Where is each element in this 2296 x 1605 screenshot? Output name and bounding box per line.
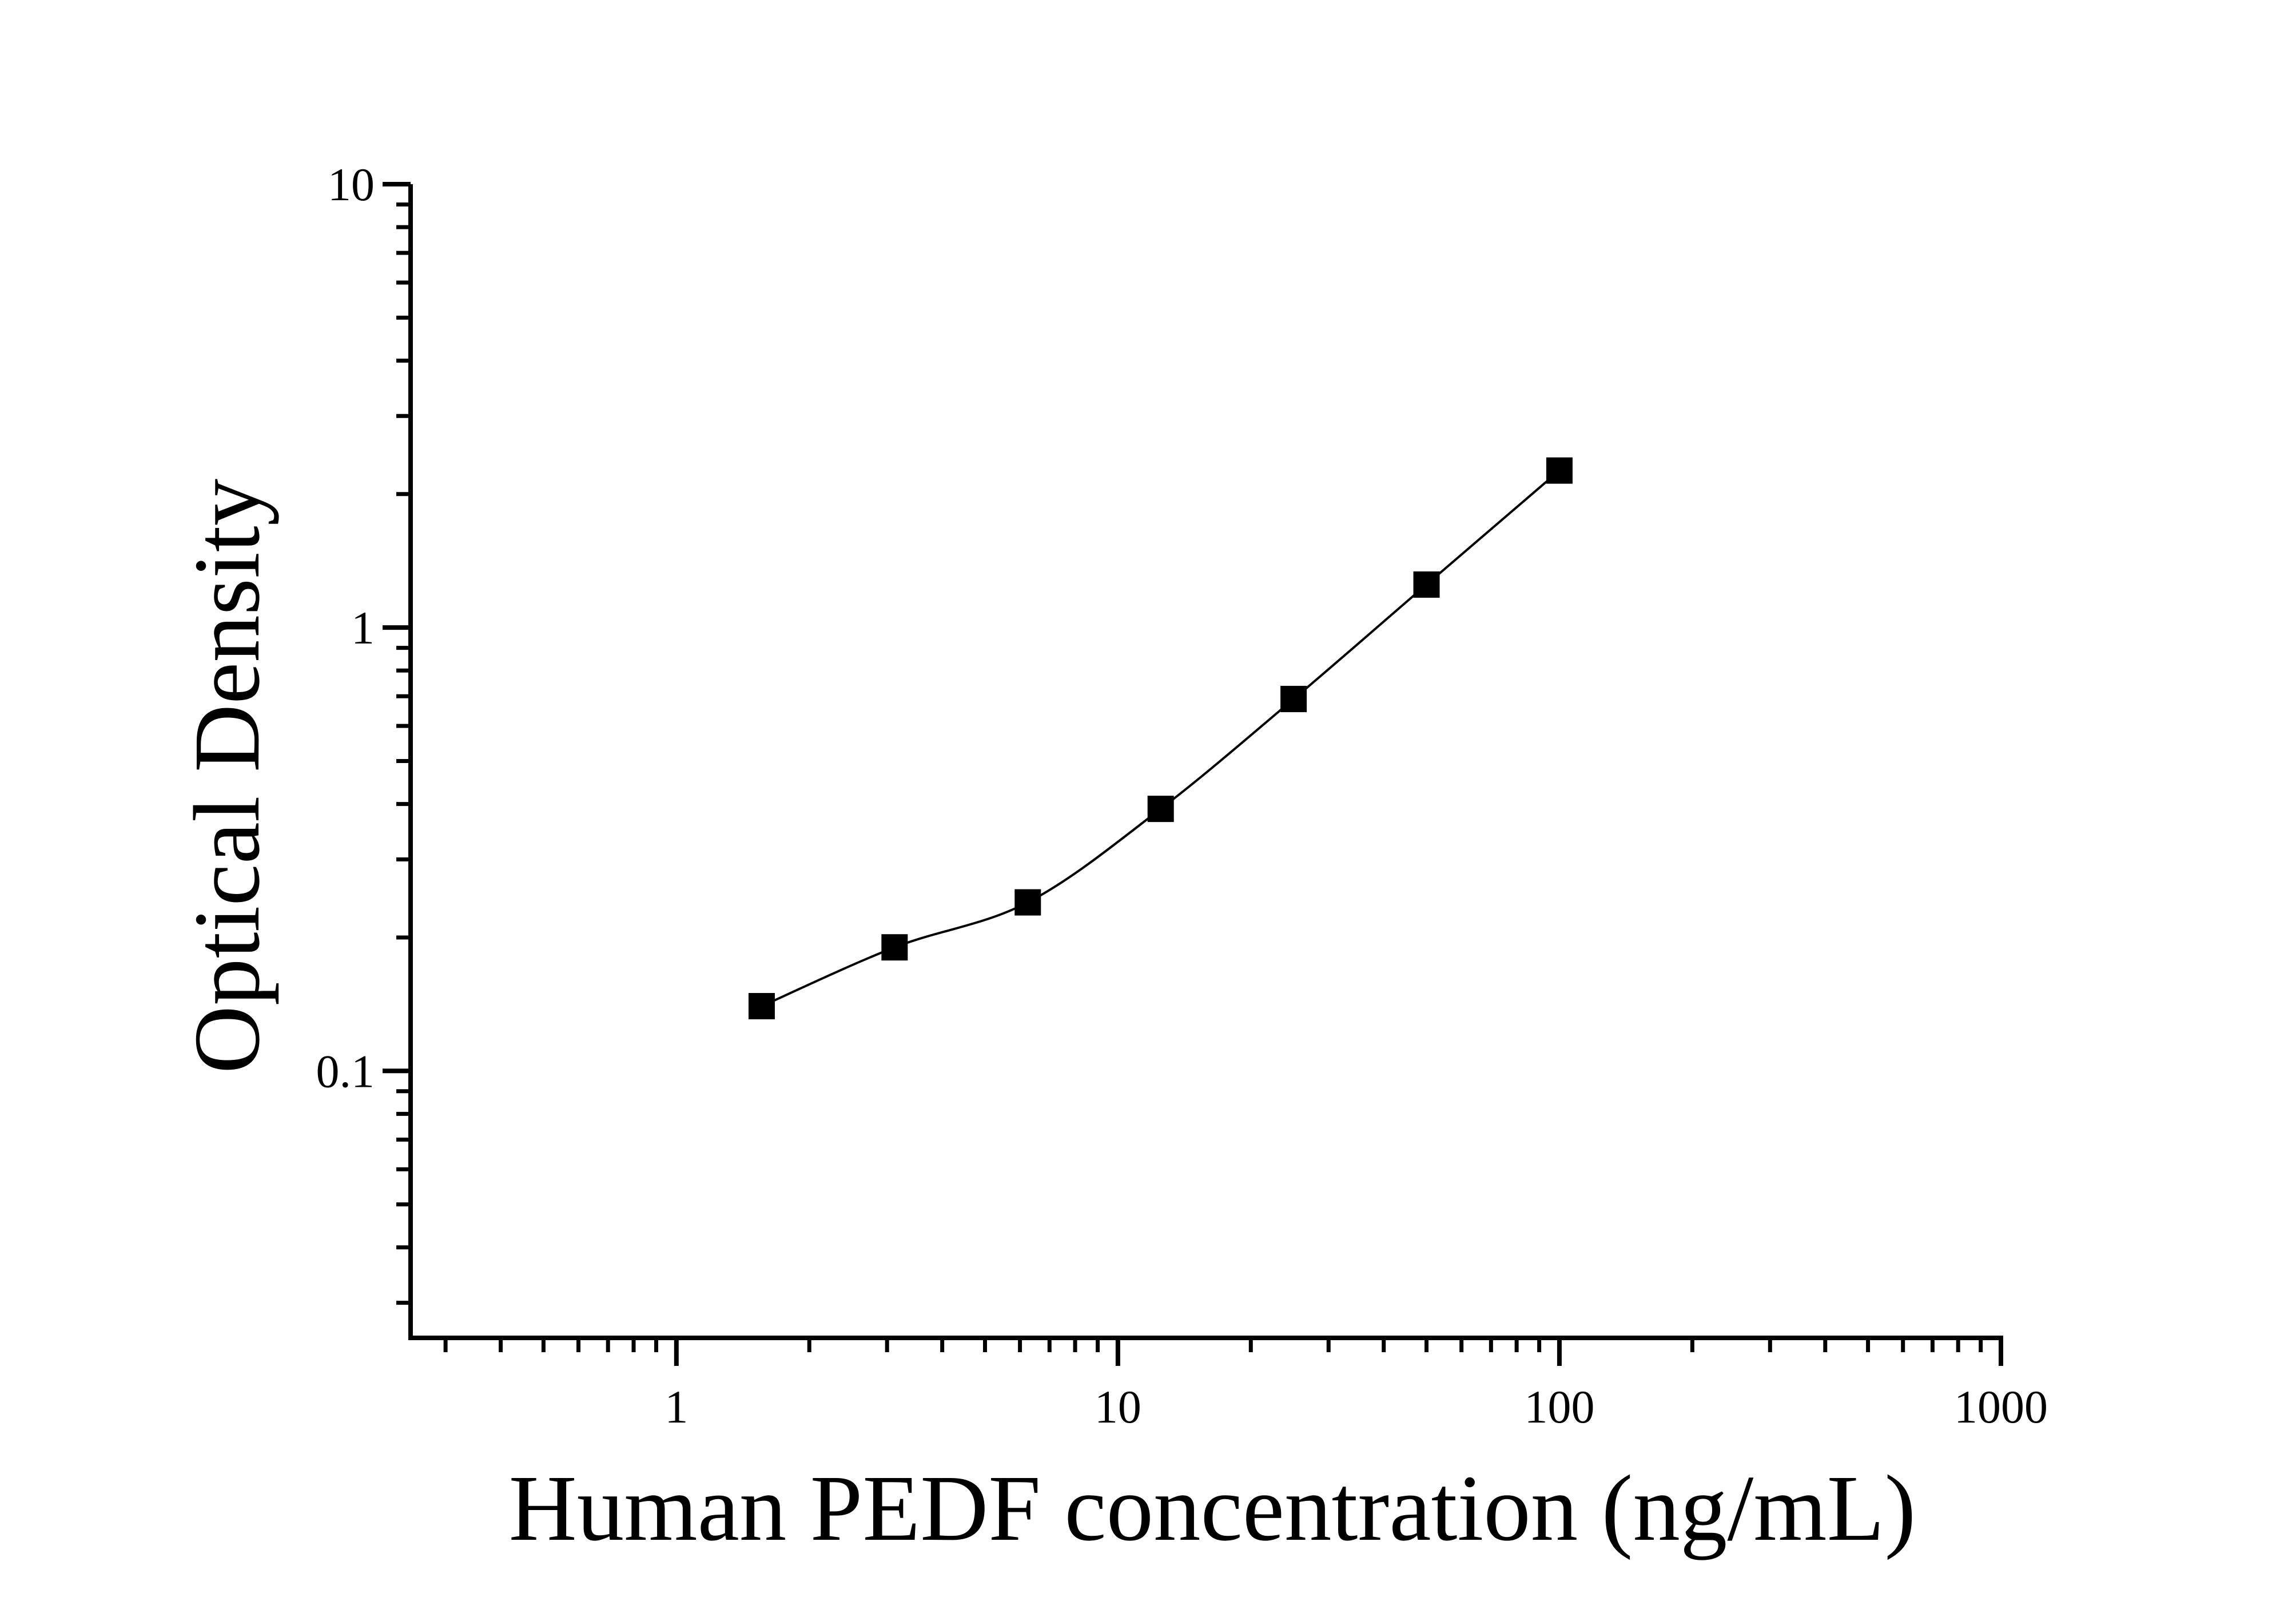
axes: 1 10 100 1000 0.1 1 10 — [316, 158, 2048, 1433]
y-axis-title: Optical Density — [174, 479, 279, 1074]
curve-line — [761, 470, 1561, 1007]
data-point-marker — [1147, 796, 1174, 823]
x-tick-label: 10 — [1095, 1381, 1141, 1433]
x-tick-label: 1 — [664, 1381, 688, 1433]
x-tick-label: 100 — [1524, 1381, 1594, 1433]
data-series — [748, 457, 1573, 1020]
data-point-marker — [1413, 571, 1440, 598]
data-point-marker — [1014, 889, 1041, 916]
data-point-marker — [748, 993, 775, 1020]
data-point-marker — [1280, 686, 1307, 713]
axis-labels: Human PEDF concentration (ng/mL) Optical… — [174, 479, 1916, 1560]
data-point-marker — [881, 934, 908, 961]
x-tick-label: 1000 — [1954, 1381, 2048, 1433]
data-point-marker — [1546, 457, 1573, 484]
y-tick-label: 10 — [328, 158, 375, 210]
y-tick-label: 1 — [351, 602, 375, 654]
x-axis-title: Human PEDF concentration (ng/mL) — [509, 1456, 1916, 1560]
y-tick-label: 0.1 — [316, 1045, 375, 1097]
